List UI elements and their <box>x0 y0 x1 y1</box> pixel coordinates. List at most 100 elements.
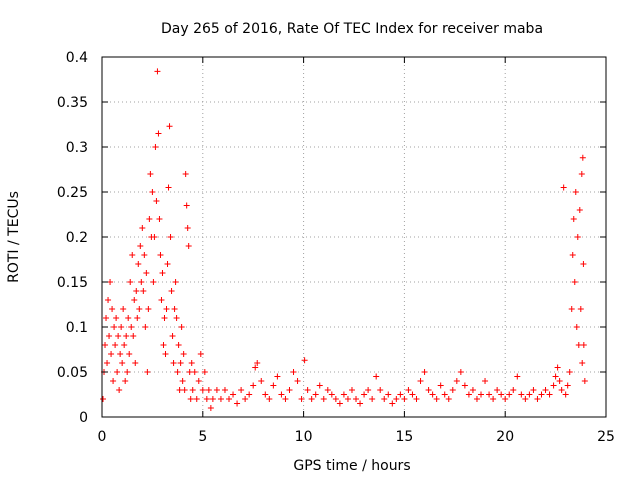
data-point <box>127 279 134 285</box>
data-point <box>221 387 228 393</box>
data-point <box>494 387 501 393</box>
data-point <box>142 324 149 330</box>
data-point <box>397 391 404 398</box>
data-point <box>534 396 541 402</box>
x-axis-label: GPS time / hours <box>293 458 410 474</box>
data-point <box>217 396 224 402</box>
data-point <box>144 369 151 375</box>
data-point <box>146 216 153 222</box>
data-point <box>546 391 553 398</box>
data-point <box>576 207 583 213</box>
data-point <box>145 306 152 312</box>
data-point <box>115 333 122 339</box>
data-point <box>187 396 194 402</box>
data-point <box>125 315 132 321</box>
data-point <box>203 396 210 402</box>
data-point <box>164 261 171 267</box>
data-point <box>136 306 143 312</box>
data-point <box>425 387 432 393</box>
data-point <box>135 261 142 267</box>
data-point <box>433 396 440 402</box>
data-point <box>169 333 176 339</box>
data-point <box>128 324 135 330</box>
data-point <box>132 360 139 366</box>
data-point <box>579 154 586 161</box>
data-point <box>139 225 146 231</box>
data-point <box>181 387 188 393</box>
data-point <box>118 324 125 330</box>
data-point <box>562 391 569 398</box>
data-point <box>344 396 351 402</box>
data-point <box>542 387 549 393</box>
data-point <box>369 396 376 402</box>
data-point <box>114 369 121 375</box>
data-point <box>316 382 323 389</box>
y-tick-label: 0.1 <box>66 320 88 336</box>
data-point <box>357 400 364 407</box>
data-point <box>498 391 505 398</box>
data-point <box>162 351 169 357</box>
data-point <box>120 306 127 312</box>
data-point <box>110 378 117 384</box>
data-point <box>570 216 577 222</box>
data-point <box>117 351 124 357</box>
data-point <box>157 252 164 258</box>
data-point <box>518 391 525 398</box>
data-point <box>577 306 584 312</box>
data-point <box>201 369 208 375</box>
data-point <box>111 324 118 330</box>
data-point <box>556 378 563 384</box>
data-points <box>100 68 588 411</box>
y-tick-label: 0 <box>79 410 88 426</box>
data-point <box>301 357 308 364</box>
data-point <box>209 396 216 402</box>
data-point <box>195 378 202 384</box>
data-point <box>103 315 110 321</box>
data-point <box>510 387 517 393</box>
data-point <box>579 360 586 366</box>
data-point <box>156 216 163 222</box>
data-point <box>122 378 129 384</box>
data-point <box>173 315 180 321</box>
data-point <box>308 396 315 402</box>
data-point <box>124 369 131 375</box>
data-point <box>312 391 319 398</box>
data-point <box>147 171 154 177</box>
data-point <box>133 288 140 294</box>
data-point <box>178 324 185 330</box>
data-point <box>191 369 198 375</box>
data-point <box>286 387 293 393</box>
data-point <box>405 387 412 393</box>
x-tick-label: 0 <box>98 429 107 445</box>
data-point <box>176 387 183 393</box>
data-point <box>143 270 150 276</box>
data-point <box>138 279 145 285</box>
data-point <box>490 396 497 402</box>
data-point <box>429 391 436 398</box>
data-point <box>482 378 489 384</box>
data-point <box>365 387 372 393</box>
data-point <box>401 396 408 402</box>
data-point <box>107 279 114 285</box>
data-point <box>129 252 136 258</box>
data-point <box>262 391 269 398</box>
data-point <box>100 396 107 402</box>
data-point <box>131 297 138 303</box>
data-point <box>554 364 561 371</box>
data-point <box>328 391 335 398</box>
data-point <box>566 369 573 375</box>
data-point <box>381 396 388 402</box>
data-point <box>361 391 368 398</box>
data-point <box>385 391 392 398</box>
data-point <box>134 315 141 321</box>
data-point <box>473 396 480 402</box>
data-point <box>141 252 148 258</box>
data-point <box>441 391 448 398</box>
data-point <box>197 351 204 357</box>
grid-lines <box>102 57 606 417</box>
data-point <box>130 333 137 339</box>
data-point <box>538 391 545 398</box>
y-tick-label: 0.15 <box>57 275 88 291</box>
data-point <box>242 396 249 402</box>
